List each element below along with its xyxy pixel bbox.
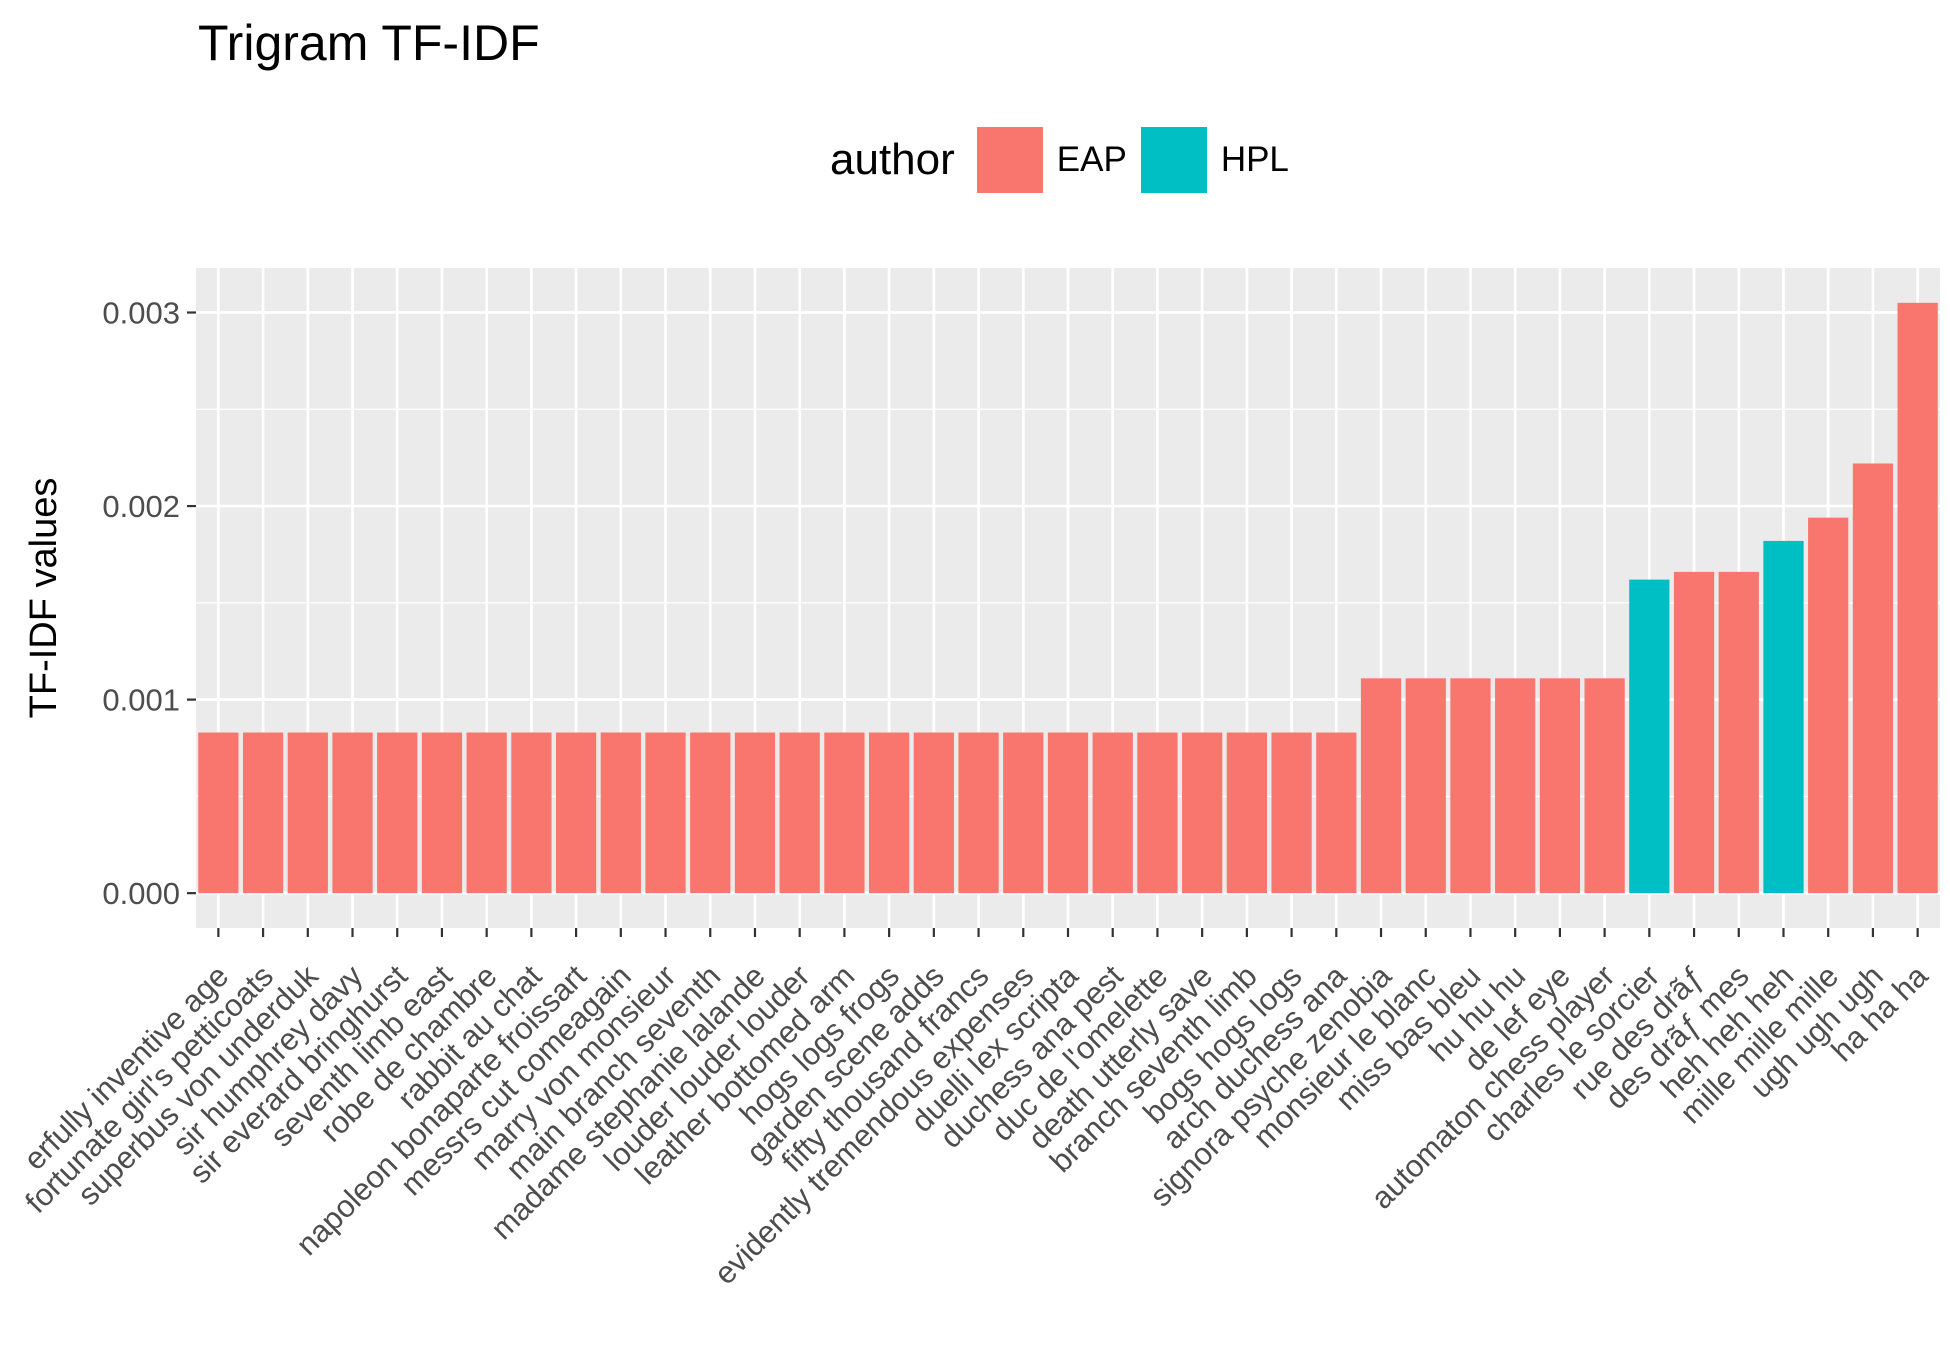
bar [1182,732,1223,894]
bar [1405,678,1446,894]
bar [1360,678,1402,894]
legend: author EAP HPL [830,125,1303,195]
bar [555,732,597,894]
bar [1718,571,1759,894]
bar [600,732,641,894]
bar [287,732,328,894]
bar [1629,579,1670,894]
bar [1003,732,1044,894]
y-tick-label: 0.000 [102,876,180,911]
bar [1137,732,1178,894]
bar [1092,732,1133,894]
bar [913,732,954,894]
bar [1897,302,1938,894]
legend-title: author [830,135,955,184]
legend-key-hpl [1140,127,1207,193]
legend-label-hpl: HPL [1220,140,1289,179]
bar [869,732,910,894]
bar [690,732,731,894]
bar [1584,678,1625,894]
bar [734,732,776,894]
bar [1808,517,1849,894]
y-axis-title: TF-IDF values [23,478,65,719]
legend-label-eap: EAP [1056,140,1127,179]
y-tick-label: 0.003 [102,296,180,331]
bar [466,732,507,894]
legend-item-eap: EAP [976,127,1127,193]
bar [1226,732,1267,894]
y-tick-label: 0.002 [102,489,180,524]
bar [779,732,820,894]
bar [645,732,686,894]
bar [1539,678,1581,894]
bar [377,732,418,894]
bar [824,732,865,894]
bar [1316,732,1357,894]
bar [242,732,284,894]
bar [332,732,373,894]
bar [958,732,999,894]
bar [1852,463,1894,894]
bar [198,732,239,894]
bar [421,732,463,894]
bar [1047,732,1089,894]
chart-title: Trigram TF-IDF [198,15,540,71]
y-tick-label: 0.001 [102,683,180,718]
bar [1495,678,1536,894]
bar [511,732,552,894]
bar [1271,732,1312,894]
bar [1763,540,1804,894]
bar [1450,678,1491,894]
bar [1673,571,1715,894]
legend-item-hpl: HPL [1140,127,1289,193]
legend-key-eap [976,127,1043,193]
